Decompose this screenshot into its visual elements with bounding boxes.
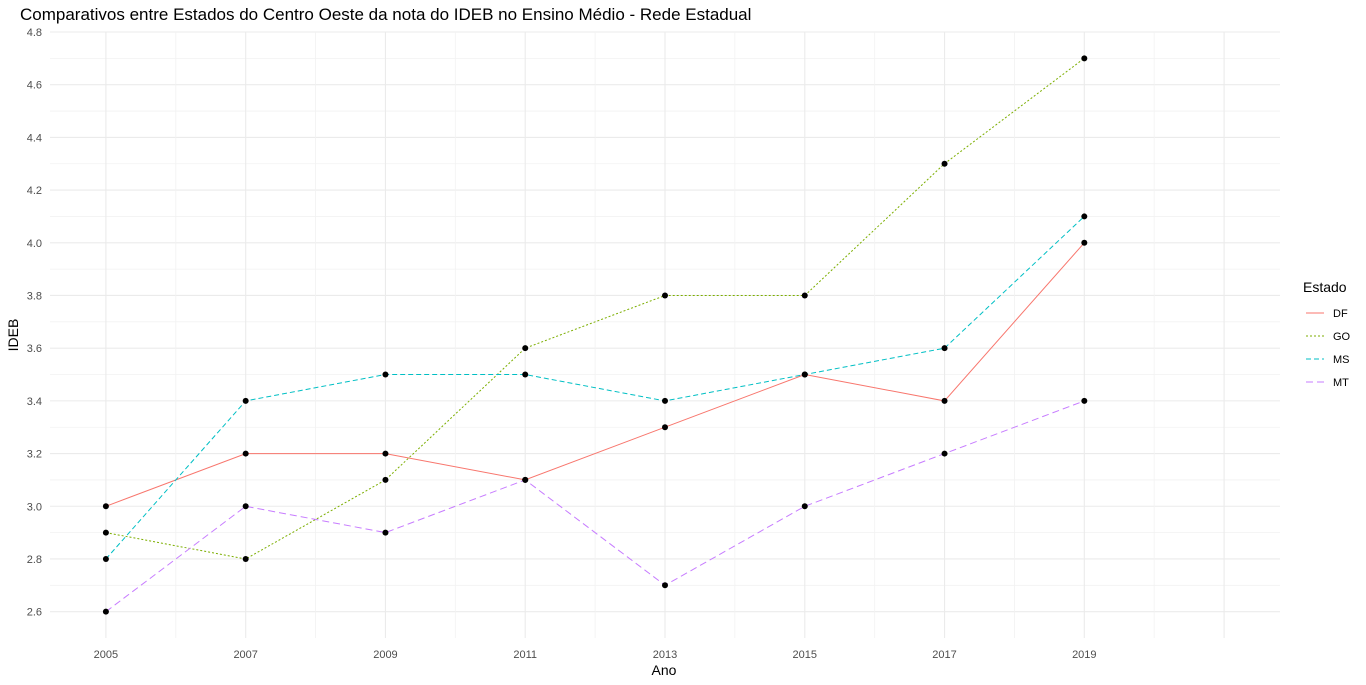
legend-label-ms: MS: [1333, 354, 1350, 366]
data-point-go: [382, 476, 389, 483]
data-point-ms: [522, 371, 529, 378]
y-tick-label: 3.2: [27, 449, 42, 461]
y-tick-label: 4.0: [27, 238, 42, 250]
data-point-go: [522, 345, 529, 352]
data-point-df: [382, 450, 389, 457]
y-tick-label: 3.4: [27, 396, 42, 408]
legend-title: Estado: [1303, 279, 1347, 295]
data-point-go: [801, 292, 808, 299]
series-points: [102, 55, 1088, 615]
series-line-go: [105, 57, 1085, 560]
data-point-df: [662, 424, 668, 431]
data-point-ms: [662, 397, 668, 404]
data-point-ms: [102, 555, 109, 562]
data-point-mt: [801, 503, 808, 510]
data-point-mt: [522, 476, 529, 483]
y-tick-label: 2.6: [27, 607, 42, 619]
y-axis-ticks: 2.6 2.8 3.0 3.2 3.4 3.6 3.8 4.0 4.2 4.4 4.6 4.8: [27, 27, 42, 619]
x-tick-label: 2011: [513, 649, 537, 661]
y-axis-title: IDEB: [5, 319, 21, 352]
series-line-mt: [105, 400, 1085, 613]
chart-title: Comparativos entre Estados do Centro Oes…: [20, 5, 752, 24]
data-point-go: [102, 529, 109, 536]
legend-label-go: GO: [1333, 331, 1351, 343]
grid: [50, 31, 1280, 638]
y-tick-label: 4.6: [27, 80, 42, 92]
data-point-ms: [382, 371, 389, 378]
data-point-go: [242, 555, 249, 562]
legend-label-mt: MT: [1333, 377, 1349, 389]
data-point-ms: [242, 397, 249, 404]
data-point-df: [941, 397, 948, 404]
series-lines: [105, 57, 1085, 613]
x-tick-label: 2019: [1072, 649, 1096, 661]
series-line-ms: [105, 216, 1085, 560]
data-point-df: [1081, 239, 1088, 246]
data-point-ms: [1081, 213, 1088, 220]
x-tick-label: 2005: [94, 649, 118, 661]
data-point-ms: [801, 371, 808, 378]
data-point-df: [102, 503, 109, 510]
data-point-ms: [941, 345, 948, 352]
data-point-mt: [941, 450, 948, 457]
data-point-mt: [662, 582, 668, 589]
x-axis-ticks: 2005 2007 2009 2011 2013 2015 2017 2019: [94, 649, 1097, 661]
data-point-mt: [1081, 397, 1088, 404]
series-line-df: [105, 242, 1085, 507]
x-tick-label: 2015: [793, 649, 817, 661]
y-tick-label: 3.8: [27, 290, 42, 302]
x-axis-title: Ano: [652, 662, 677, 678]
x-tick-label: 2017: [932, 649, 956, 661]
data-point-df: [242, 450, 249, 457]
y-tick-label: 4.2: [27, 185, 42, 197]
y-tick-label: 4.8: [27, 27, 42, 39]
y-tick-label: 3.6: [27, 343, 42, 355]
data-point-go: [1081, 55, 1088, 62]
y-tick-label: 2.8: [27, 554, 42, 566]
data-point-mt: [242, 503, 249, 510]
x-tick-label: 2007: [233, 649, 257, 661]
x-tick-label: 2009: [373, 649, 397, 661]
data-point-go: [941, 160, 948, 167]
data-point-mt: [382, 529, 389, 536]
y-tick-label: 3.0: [27, 501, 42, 513]
data-point-mt: [102, 608, 109, 615]
x-tick-label: 2013: [653, 649, 677, 661]
legend-label-df: DF: [1333, 308, 1348, 320]
legend: Estado DF GO MS MT: [1303, 279, 1351, 389]
y-tick-label: 4.4: [27, 132, 42, 144]
data-point-go: [662, 292, 668, 299]
